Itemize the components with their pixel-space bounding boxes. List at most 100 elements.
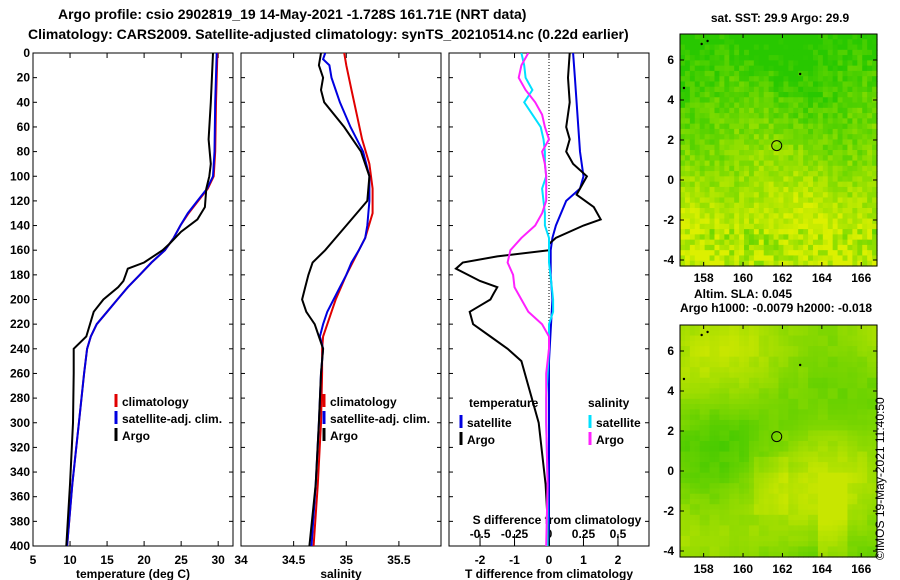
heatmap-cell [812,123,819,130]
heatmap-cell [857,388,863,395]
heatmap-cell [872,499,878,505]
heatmap-cell [704,244,711,251]
heatmap-cell [704,102,711,109]
heatmap-cell [739,346,745,352]
heatmap-cell [763,123,770,130]
heatmap-cell [744,361,750,368]
heatmap-cell [758,388,765,395]
heatmap-cell [783,44,789,51]
heatmap-cell [768,520,775,526]
heatmap-cell [704,208,711,214]
heatmap-cell [788,160,794,167]
heatmap-cell [842,176,849,183]
heatmap-cell [768,504,775,511]
heatmap-cell [788,330,794,337]
heatmap-cell [748,123,755,130]
heatmap-cell [867,39,873,46]
heatmap-cell [753,509,760,516]
heatmap-cell [827,39,834,46]
heatmap-cell [842,165,849,172]
heatmap-cell [719,239,725,246]
heatmap-cell [832,181,839,188]
series-line-temperature-argo [65,53,214,546]
heatmap-cell [872,255,878,262]
heatmap-cell [872,55,878,61]
heatmap-cell [719,351,725,358]
heatmap-cell [753,92,760,98]
heatmap-cell [798,229,804,235]
heatmap-cell [842,123,849,130]
heatmap-cell [862,144,868,151]
heatmap-cell [739,351,745,358]
heatmap-cell [847,181,853,188]
heatmap-cell [808,520,814,526]
heatmap-cell [817,70,824,77]
heatmap-cell [808,107,814,114]
heatmap-cell [684,514,691,521]
heatmap-cell [808,367,814,374]
heatmap-cell [709,223,716,230]
heatmap-cell [867,546,873,553]
heatmap-cell [778,477,785,484]
heatmap-cell [680,102,686,109]
heatmap-cell [837,340,844,347]
heatmap-cell [714,160,720,167]
heatmap-cell [832,160,839,167]
heatmap-cell [847,446,853,453]
heatmap-cell [729,456,735,463]
heatmap-cell [744,541,750,548]
heatmap-cell [817,171,824,177]
heatmap-cell [714,113,720,119]
heatmap-cell [832,483,839,490]
heatmap-cell [862,181,868,188]
heatmap-cell [694,330,701,337]
heatmap-cell [837,202,844,209]
heatmap-cell [763,441,770,447]
heatmap-cell [748,509,755,516]
heatmap-cell [680,340,686,347]
map-y-tick-label: -2 [663,213,674,227]
heatmap-cell [739,435,745,442]
heatmap-cell [729,86,735,93]
heatmap-cell [729,514,735,521]
heatmap-cell [724,139,730,146]
heatmap-cell [783,160,789,167]
heatmap-cell [837,377,844,384]
heatmap-cell [827,372,834,379]
heatmap-cell [808,49,814,56]
heatmap-cell [684,234,691,241]
heatmap-cell [822,118,829,125]
heatmap-cell [714,499,720,505]
heatmap-cell [684,483,691,490]
heatmap-cell [714,546,720,553]
heatmap-cell [699,202,706,209]
heatmap-cell [709,213,716,220]
heatmap-cell [842,150,849,156]
heatmap-cell [832,393,839,400]
heatmap-cell [827,435,834,442]
heatmap-cell [680,150,686,156]
heatmap-cell [827,139,834,146]
heatmap-cell [744,483,750,490]
heatmap-cell [753,419,760,426]
heatmap-cell [729,398,735,405]
heatmap-cell [763,34,770,40]
heatmap-cell [714,60,720,67]
heatmap-cell [798,393,804,400]
heatmap-cell [778,34,785,40]
heatmap-cell [753,81,760,88]
heatmap-cell [724,171,730,177]
heatmap-cell [689,467,696,474]
heatmap-cell [783,430,789,437]
heatmap-cell [822,472,829,479]
heatmap-cell [788,430,794,437]
heatmap-cell [793,340,799,347]
heatmap-cell [763,520,770,526]
heatmap-cell [758,160,765,167]
heatmap-cell [734,223,740,230]
heatmap-cell [808,244,814,251]
heatmap-cell [714,535,720,542]
heatmap-cell [862,81,868,88]
heatmap-cell [798,97,804,104]
heatmap-cell [724,499,730,505]
